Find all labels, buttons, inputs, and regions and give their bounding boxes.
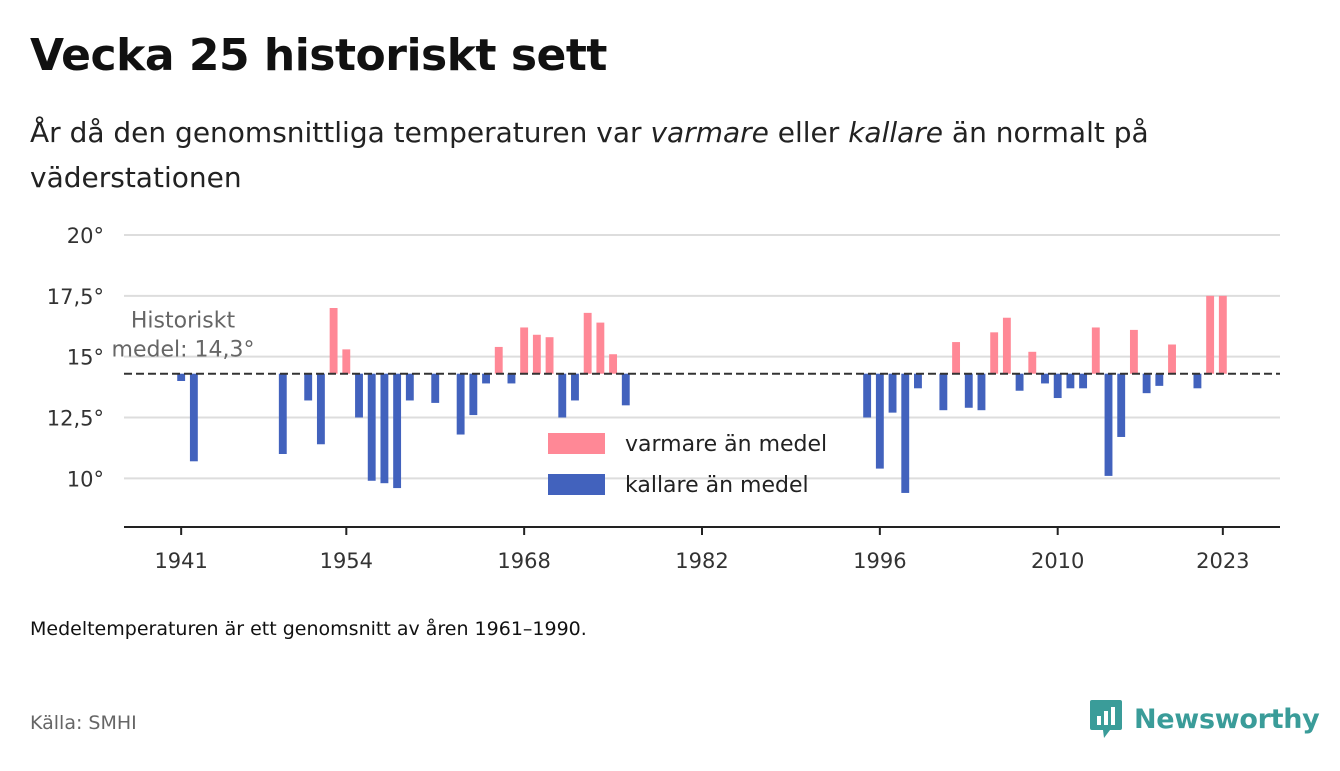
subtitle-mid: eller (768, 116, 849, 149)
bar-warm (520, 327, 529, 374)
bar-cold (482, 373, 490, 384)
bar-warm (545, 337, 554, 374)
bar-warm (1206, 295, 1215, 374)
bar-cold (278, 373, 287, 454)
bar-warm (583, 312, 592, 374)
x-tick-label: 2010 (1031, 549, 1084, 573)
y-tick-label: 20° (67, 224, 104, 248)
bars (177, 295, 1227, 493)
x-tick-label: 1954 (320, 549, 373, 573)
bar-cold (875, 373, 884, 469)
x-tick-label: 1968 (497, 549, 550, 573)
bar-cold (964, 373, 973, 408)
bar-warm (990, 332, 999, 374)
legend-cold-label: kallare än medel (625, 473, 809, 498)
bar-cold (1155, 373, 1164, 386)
bar-warm (952, 342, 961, 374)
bar-cold (304, 373, 313, 401)
historical-mean-value-label: medel: 14,3° (112, 338, 255, 363)
bar-cold (507, 373, 516, 384)
bar-cold (431, 373, 440, 403)
subtitle-start: År då den genomsnittliga temperaturen va… (30, 116, 651, 149)
legend-warm-swatch (548, 433, 605, 454)
x-tick-label: 2023 (1196, 549, 1249, 573)
bar-cold (571, 373, 579, 401)
y-tick-label: 12,5° (47, 407, 104, 431)
bar-cold (469, 373, 478, 416)
bar-cold (888, 373, 897, 413)
bar-warm (1129, 329, 1138, 374)
brand-name: Newsworthy (1134, 703, 1320, 735)
bar-cold (177, 373, 186, 381)
bar-warm (596, 322, 605, 374)
bar-cold (901, 373, 910, 493)
bar-cold (1117, 373, 1126, 437)
x-tick-label: 1982 (675, 549, 728, 573)
bar-cold (1142, 373, 1151, 394)
subtitle-cold-word: kallare (848, 116, 944, 149)
historical-mean-label: Historiskt (131, 309, 236, 334)
bar-warm (1002, 317, 1011, 374)
bar-warm (342, 349, 351, 374)
bar-warm (1218, 295, 1227, 374)
bar-cold (405, 373, 414, 401)
brand-logo: Newsworthy (1088, 698, 1320, 740)
chart-title: Vecka 25 historiskt sett (30, 30, 607, 81)
temperature-bar-chart: 10° 12,5° 15° 17,5° 20° Historiskt medel: 14… (47, 224, 1280, 573)
bar-warm (1028, 351, 1037, 374)
bar-cold (977, 373, 986, 411)
x-tick-label: 1941 (154, 549, 207, 573)
bar-cold (1041, 373, 1049, 384)
chart-source: Källa: SMHI (30, 712, 137, 734)
bar-cold (558, 373, 567, 418)
legend-warm-label: varmare än medel (625, 432, 827, 457)
bar-warm (1091, 327, 1100, 374)
bar-cold (863, 373, 872, 418)
legend: varmare än medel kallare än medel (548, 432, 827, 498)
bar-cold (393, 373, 402, 489)
y-tick-label: 10° (67, 467, 104, 491)
bar-cold (355, 373, 363, 418)
x-tick-label: 1996 (853, 549, 906, 573)
gridlines (124, 234, 1280, 480)
bar-cold (456, 373, 465, 435)
bar-warm (532, 334, 541, 374)
subtitle-end: än normalt på väderstationen (30, 116, 1149, 194)
bar-cold (1104, 373, 1113, 476)
bar-warm (494, 346, 503, 374)
bar-cold (1066, 373, 1075, 389)
bar-cold (1053, 373, 1062, 399)
y-tick-label: 17,5° (47, 285, 104, 309)
y-axis-tick-labels: 10° 12,5° 15° 17,5° 20° (47, 224, 104, 491)
subtitle-warm-word: varmare (650, 116, 769, 149)
bar-warm (609, 354, 618, 374)
chart-subtitle: År då den genomsnittliga temperaturen va… (30, 110, 1280, 200)
bar-cold (367, 373, 376, 481)
legend-cold-swatch (548, 474, 605, 495)
bar-cold (1079, 373, 1088, 389)
bar-cold (189, 373, 198, 462)
bar-cold (1193, 373, 1202, 389)
bar-cold (380, 373, 389, 484)
y-tick-label: 15° (67, 346, 104, 370)
bar-cold (316, 373, 325, 445)
bar-cold (621, 373, 630, 406)
bar-cold (939, 373, 948, 411)
chart-footnote: Medeltemperaturen är ett genomsnitt av å… (30, 618, 587, 640)
x-axis-tick-labels: 1941 1954 1968 1982 1996 2010 2023 (154, 527, 1250, 573)
newsworthy-logo-icon (1090, 700, 1122, 738)
bar-warm (1168, 344, 1176, 374)
bar-cold (1015, 373, 1024, 391)
bar-warm (329, 308, 338, 374)
bar-cold (914, 373, 922, 389)
